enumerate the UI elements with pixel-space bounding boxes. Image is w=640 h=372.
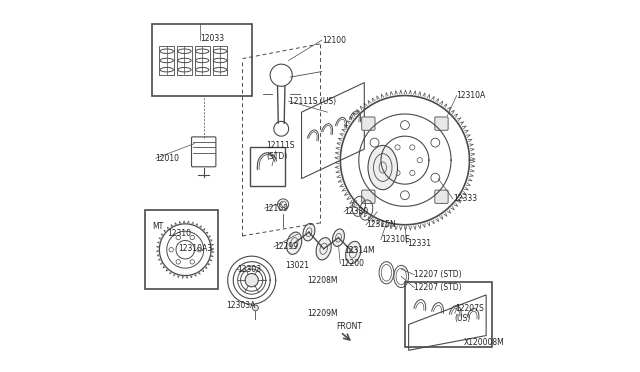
Circle shape (190, 235, 195, 240)
Text: 12111S
(STD): 12111S (STD) (266, 141, 295, 161)
Text: 12331: 12331 (407, 239, 431, 248)
Circle shape (370, 138, 379, 147)
Bar (250, 147, 285, 186)
Circle shape (401, 191, 410, 200)
Bar (145, 210, 218, 289)
Text: 12310E: 12310E (381, 235, 410, 244)
Text: 12299: 12299 (274, 243, 298, 251)
Bar (212, 46, 227, 75)
Text: 13021: 13021 (285, 261, 309, 270)
Text: 12209M: 12209M (307, 309, 338, 318)
Circle shape (395, 170, 400, 176)
Circle shape (410, 170, 415, 176)
Text: 12303A: 12303A (226, 301, 255, 311)
FancyBboxPatch shape (435, 117, 448, 130)
Circle shape (190, 260, 195, 264)
Ellipse shape (316, 238, 332, 260)
Text: 12200: 12200 (340, 259, 364, 268)
Circle shape (176, 260, 180, 264)
Text: 12208M: 12208M (307, 276, 337, 285)
Bar (177, 46, 192, 75)
Text: 12100: 12100 (322, 36, 346, 45)
Ellipse shape (287, 232, 301, 254)
Circle shape (395, 145, 400, 150)
Text: 12111S (US): 12111S (US) (289, 97, 336, 106)
Text: 12109: 12109 (264, 203, 289, 213)
Text: 12310: 12310 (167, 230, 191, 238)
Text: 12207 (STD): 12207 (STD) (414, 283, 462, 292)
Text: X120008M: X120008M (464, 339, 505, 347)
Circle shape (252, 305, 259, 311)
Bar (152, 23, 252, 96)
Text: 12207S
(US): 12207S (US) (455, 304, 483, 323)
Circle shape (388, 158, 393, 163)
Text: 12033: 12033 (200, 34, 224, 43)
Text: 12310A3: 12310A3 (178, 244, 212, 253)
Circle shape (417, 158, 422, 163)
Circle shape (431, 138, 440, 147)
Text: MT: MT (152, 222, 163, 231)
Text: 12310A: 12310A (456, 91, 486, 100)
Circle shape (431, 173, 440, 182)
Text: 12010: 12010 (156, 154, 180, 163)
FancyBboxPatch shape (362, 117, 375, 130)
Text: 12315N: 12315N (366, 220, 396, 229)
Ellipse shape (368, 145, 397, 190)
Circle shape (197, 247, 202, 252)
Text: 12314M: 12314M (344, 246, 374, 255)
Circle shape (410, 145, 415, 150)
Bar (405, 282, 492, 347)
Circle shape (370, 173, 379, 182)
Bar (195, 46, 210, 75)
Ellipse shape (346, 241, 361, 264)
FancyBboxPatch shape (362, 190, 375, 203)
Text: 12207 (STD): 12207 (STD) (414, 270, 462, 279)
Text: 12333: 12333 (453, 195, 477, 203)
Circle shape (245, 273, 259, 287)
Circle shape (401, 121, 410, 129)
Text: 12330: 12330 (344, 207, 368, 217)
Circle shape (176, 235, 180, 240)
Bar (159, 46, 174, 75)
Text: FRONT: FRONT (337, 322, 363, 331)
Circle shape (169, 247, 173, 252)
Text: 12303: 12303 (237, 264, 261, 273)
FancyBboxPatch shape (435, 190, 448, 203)
Ellipse shape (333, 229, 344, 246)
Ellipse shape (303, 224, 315, 241)
